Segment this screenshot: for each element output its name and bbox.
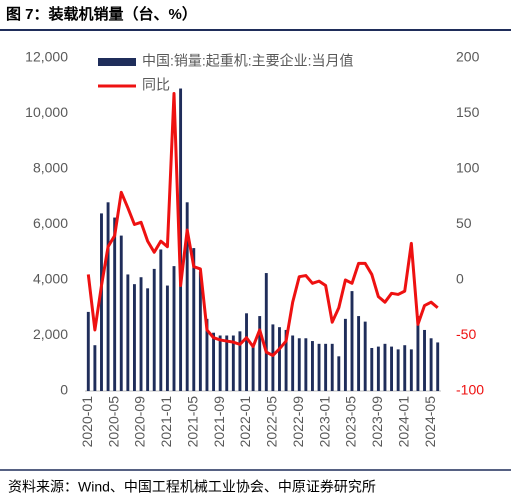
y-tick-label: 0 — [60, 382, 68, 398]
bar — [376, 346, 380, 391]
y2-tick-label: -50 — [456, 326, 476, 342]
bar — [205, 318, 209, 391]
bar — [317, 343, 321, 391]
bar — [409, 349, 413, 391]
bar — [119, 235, 123, 391]
bar — [324, 343, 328, 391]
bar — [132, 284, 136, 391]
x-tick-label: 2021-01 — [158, 396, 174, 448]
bar — [357, 316, 361, 391]
bar — [429, 338, 433, 391]
bar — [86, 311, 90, 391]
y-tick-label: 4,000 — [33, 271, 68, 287]
x-tick-label: 2022-05 — [264, 396, 280, 448]
bar — [225, 335, 229, 391]
bar — [231, 335, 235, 391]
y2-tick-label: -100 — [456, 382, 484, 398]
bar — [100, 213, 103, 391]
chart-title: 图 7：装载机销量（台、%） — [6, 5, 197, 23]
y-tick-label: 2,000 — [33, 326, 68, 342]
source: 资料来源：Wind、中国工程机械工业协会、中原证券研究所 — [8, 479, 376, 495]
bar — [212, 332, 216, 391]
bar — [291, 335, 295, 391]
bar — [436, 342, 440, 391]
y2-tick-label: 100 — [456, 160, 480, 176]
bar — [251, 343, 255, 391]
line — [86, 92, 439, 357]
bar — [238, 331, 242, 391]
y-tick-label: 12,000 — [25, 49, 68, 65]
bar — [343, 318, 347, 391]
y2-tick-label: 150 — [456, 104, 480, 120]
x-tick-label: 2020-09 — [132, 396, 148, 448]
bar — [159, 249, 163, 391]
bar — [146, 288, 150, 391]
y2-tick-label: 0 — [456, 271, 464, 287]
x-tick-label: 2020-01 — [79, 396, 95, 448]
bar — [271, 324, 275, 391]
x-tick-label: 2022-09 — [290, 396, 306, 448]
bar — [113, 217, 117, 391]
bar — [139, 277, 143, 391]
bar — [258, 316, 262, 391]
bar — [416, 316, 420, 391]
bar — [337, 356, 341, 391]
bar — [396, 349, 400, 391]
x-tick-label: 2020-05 — [105, 396, 121, 448]
bar — [172, 266, 176, 391]
bar — [390, 346, 394, 391]
x-tick-label: 2024-01 — [395, 396, 411, 448]
bar — [403, 345, 407, 391]
bar — [304, 338, 308, 391]
bar — [278, 327, 281, 391]
bar — [423, 329, 426, 391]
x-tick-label: 2024-05 — [422, 396, 438, 448]
bar — [350, 291, 354, 391]
bar — [93, 345, 97, 391]
bar — [264, 273, 268, 391]
y2-tick-label: 50 — [456, 215, 472, 231]
x-tick-label: 2023-05 — [343, 396, 359, 448]
legend-label: 同比 — [142, 77, 170, 93]
bar — [284, 329, 288, 391]
y-tick-label: 10,000 — [25, 104, 68, 120]
x-tick-label: 2023-09 — [369, 396, 385, 448]
bar — [179, 88, 183, 392]
bar — [363, 321, 367, 391]
bar — [370, 347, 374, 391]
x-tick-label: 2023-01 — [316, 396, 332, 448]
bar — [218, 335, 222, 391]
legend-swatch — [98, 58, 136, 66]
x-tick-label: 2021-05 — [184, 396, 200, 448]
y-tick-label: 6,000 — [33, 215, 68, 231]
bar — [106, 202, 110, 391]
x-tick-label: 2021-09 — [211, 396, 227, 448]
x-tick-label: 2022-01 — [237, 396, 253, 448]
legend-label: 中国:销量:起重机:主要企业:当月值 — [142, 53, 354, 69]
bar — [165, 285, 169, 391]
bar — [383, 343, 387, 391]
bar — [126, 274, 130, 391]
y-tick-label: 8,000 — [33, 160, 68, 176]
y2-tick-label: 200 — [456, 49, 480, 65]
bar — [297, 338, 301, 391]
bar — [198, 271, 202, 391]
bar — [330, 343, 334, 391]
bar — [192, 248, 196, 391]
bar — [185, 202, 189, 391]
bar — [310, 341, 314, 391]
bar — [245, 313, 248, 391]
bar — [152, 268, 156, 391]
